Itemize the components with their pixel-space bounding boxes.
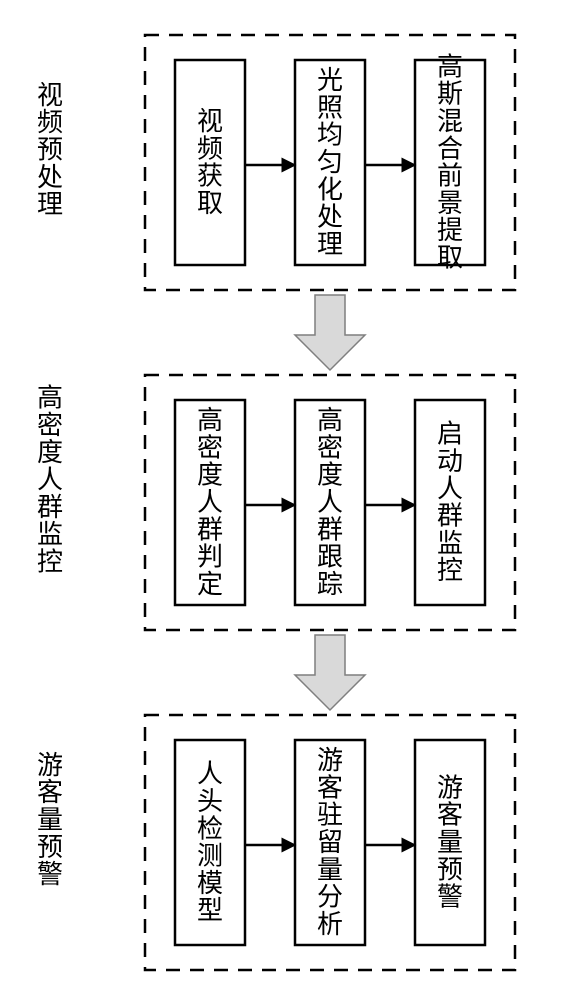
flow-arrow: [295, 635, 365, 710]
group-label: 视频预处理: [37, 81, 63, 219]
node-label: 启动人群监控: [437, 420, 463, 586]
node-label: 高密度人群判定: [197, 406, 223, 599]
flow-arrow: [295, 295, 365, 370]
node-label: 高密度人群跟踪: [317, 406, 343, 599]
node-label: 游客驻留量分析: [317, 746, 343, 939]
group-label: 高密度人群监控: [37, 384, 63, 577]
node-label: 人头检测模型: [197, 760, 223, 926]
node-label: 游客量预警: [437, 773, 463, 911]
group-label: 游客量预警: [37, 751, 63, 889]
node-label: 高斯混合前景提取: [437, 52, 463, 272]
node-label: 视频获取: [197, 107, 223, 218]
node-label: 光照均匀化处理: [317, 66, 343, 259]
diagram-canvas: 视频预处理 视频获取 光照均匀化处理 高斯混合前景提取高密度人群监控 高密度人群判定 高密…: [0, 0, 578, 1000]
